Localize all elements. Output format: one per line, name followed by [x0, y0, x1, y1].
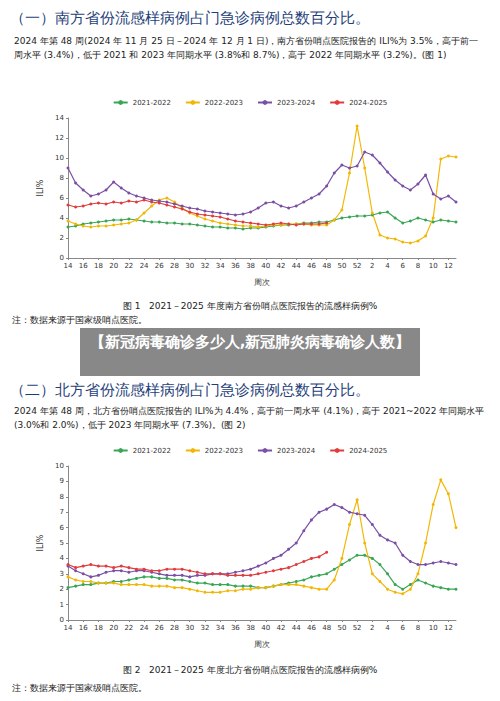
html-text:2024 年第 48 周，北方省份哨点医院报告的 ILI%为: 2024 年第 48 周，北方省份哨点医院报告的 ILI%为 4.4%，高于前一…: [14, 406, 485, 430]
svg-text:12: 12: [444, 624, 453, 632]
html-text:（二）北方省份流感样病例占门急诊病例总数百分比。: （二）北方省份流感样病例占门急诊病例总数百分比。: [10, 381, 370, 399]
svg-text:52: 52: [353, 624, 362, 632]
svg-text:38: 38: [246, 624, 255, 632]
svg-text:22: 22: [124, 262, 133, 270]
svg-text:44: 44: [292, 624, 301, 632]
svg-text:52: 52: [353, 262, 362, 270]
svg-text:42: 42: [277, 262, 286, 270]
svg-text:4: 4: [60, 214, 65, 222]
svg-text:2023-2024: 2023-2024: [277, 99, 316, 107]
svg-text:28: 28: [170, 624, 179, 632]
svg-text:8: 8: [416, 624, 420, 632]
svg-text:48: 48: [322, 624, 331, 632]
svg-text:18: 18: [94, 262, 103, 270]
svg-text:7: 7: [60, 508, 64, 516]
svg-text:6: 6: [60, 194, 65, 202]
svg-text:12: 12: [444, 262, 453, 270]
svg-text:8: 8: [416, 262, 420, 270]
svg-text:40: 40: [261, 262, 270, 270]
svg-text:2022-2023: 2022-2023: [205, 99, 243, 107]
svg-text:2021-2022: 2021-2022: [133, 447, 171, 455]
svg-text:2: 2: [60, 234, 64, 242]
svg-text:3: 3: [60, 570, 64, 578]
svg-text:周次: 周次: [254, 278, 270, 287]
svg-text:6: 6: [401, 262, 406, 270]
svg-text:2023-2024: 2023-2024: [277, 447, 316, 455]
svg-text:26: 26: [155, 262, 164, 270]
svg-text:14: 14: [55, 114, 64, 122]
svg-text:2: 2: [370, 624, 374, 632]
svg-text:0: 0: [59, 616, 64, 624]
svg-text:2: 2: [60, 585, 64, 593]
svg-text:1: 1: [60, 601, 64, 609]
html-text:2024 年第 48 周(2024 年 11 月 25 日－: 2024 年第 48 周(2024 年 11 月 25 日－2024 年 12 …: [14, 36, 478, 60]
svg-text:30: 30: [185, 624, 194, 632]
svg-text:6: 6: [401, 624, 406, 632]
svg-text:10: 10: [429, 624, 438, 632]
svg-text:36: 36: [231, 624, 240, 632]
svg-text:4: 4: [60, 554, 65, 562]
svg-text:2: 2: [370, 262, 374, 270]
svg-text:48: 48: [322, 262, 331, 270]
svg-text:2024-2025: 2024-2025: [349, 447, 387, 455]
svg-text:12: 12: [55, 134, 64, 142]
svg-text:30: 30: [185, 262, 194, 270]
svg-text:18: 18: [94, 624, 103, 632]
svg-text:22: 22: [124, 624, 133, 632]
svg-text:2021-2022: 2021-2022: [133, 99, 171, 107]
svg-text:10: 10: [55, 462, 64, 470]
svg-text:32: 32: [200, 262, 209, 270]
svg-text:14: 14: [64, 624, 73, 632]
svg-text:36: 36: [231, 262, 240, 270]
html-text:图 1 2021－2025 年度南方省份哨点医院报告的流感样: 图 1 2021－2025 年度南方省份哨点医院报告的流感样病例%: [122, 301, 378, 311]
svg-text:2022-2023: 2022-2023: [205, 447, 243, 455]
svg-text:8: 8: [60, 493, 64, 501]
svg-text:16: 16: [79, 624, 88, 632]
svg-text:40: 40: [261, 624, 270, 632]
svg-text:46: 46: [307, 262, 316, 270]
svg-text:24: 24: [140, 262, 149, 270]
svg-text:0: 0: [59, 254, 64, 262]
svg-text:44: 44: [292, 262, 301, 270]
html-text:注：数据来源于国家级哨点医院。: 注：数据来源于国家级哨点医院。: [12, 315, 147, 325]
html-text:注：数据来源于国家级哨点医院。: 注：数据来源于国家级哨点医院。: [12, 683, 147, 693]
svg-text:8: 8: [60, 174, 64, 182]
svg-text:34: 34: [216, 262, 225, 270]
svg-text:9: 9: [60, 477, 64, 485]
html-text:图 2 2021－2025 年度北方省份哨点医院报告的流感样: 图 2 2021－2025 年度北方省份哨点医院报告的流感样病例%: [122, 665, 378, 675]
svg-text:6: 6: [60, 524, 65, 532]
svg-text:2024-2025: 2024-2025: [349, 99, 387, 107]
svg-text:14: 14: [64, 262, 73, 270]
svg-text:28: 28: [170, 262, 179, 270]
svg-text:20: 20: [109, 262, 118, 270]
svg-text:24: 24: [140, 624, 149, 632]
svg-text:42: 42: [277, 624, 286, 632]
svg-text:16: 16: [79, 262, 88, 270]
svg-text:50: 50: [337, 262, 346, 270]
svg-text:4: 4: [385, 624, 390, 632]
svg-text:34: 34: [216, 624, 225, 632]
svg-text:10: 10: [55, 154, 64, 162]
html-text:（一）南方省份流感样病例占门急诊病例总数百分比。: （一）南方省份流感样病例占门急诊病例总数百分比。: [10, 9, 370, 27]
svg-text:50: 50: [337, 624, 346, 632]
svg-text:38: 38: [246, 262, 255, 270]
svg-text:ILI%: ILI%: [36, 534, 45, 551]
html-text:【新冠病毒确诊多少人,新冠肺炎病毒确诊人数】: 【新冠病毒确诊多少人,新冠肺炎病毒确诊人数】: [89, 333, 411, 351]
svg-text:5: 5: [60, 539, 64, 547]
svg-text:32: 32: [200, 624, 209, 632]
svg-text:周次: 周次: [254, 640, 270, 649]
svg-text:20: 20: [109, 624, 118, 632]
svg-text:46: 46: [307, 624, 316, 632]
svg-text:ILI%: ILI%: [36, 179, 45, 196]
svg-text:26: 26: [155, 624, 164, 632]
svg-text:4: 4: [385, 262, 390, 270]
svg-text:10: 10: [429, 262, 438, 270]
